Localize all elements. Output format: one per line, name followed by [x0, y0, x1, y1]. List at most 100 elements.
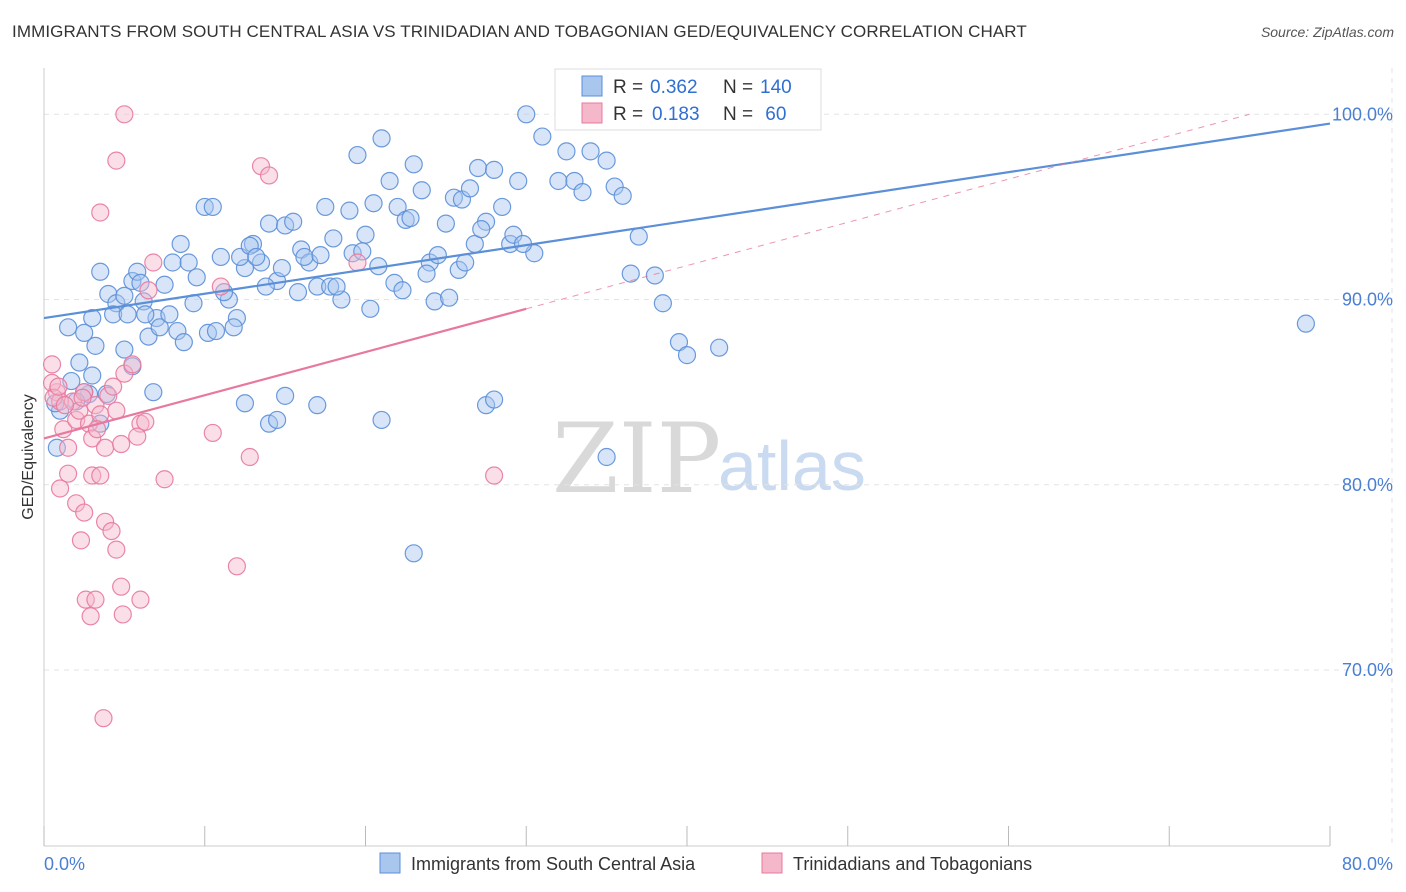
chart-source: Source: ZipAtlas.com [1260, 24, 1394, 40]
watermark-zip: ZIP [552, 403, 721, 515]
point-s0-11 [115, 286, 134, 305]
point-s0-38 [324, 229, 343, 248]
point-s1-50 [91, 203, 110, 222]
point-s0-81 [83, 366, 102, 385]
point-s1-49 [115, 105, 134, 124]
point-s0-58 [485, 160, 504, 179]
point-s0-61 [509, 171, 528, 191]
point-s1-37 [113, 605, 132, 624]
point-s0-65 [549, 171, 568, 191]
point-s0-70 [597, 151, 616, 170]
point-s0-113 [240, 236, 259, 255]
x-tick-label-0: 0.0% [44, 854, 85, 874]
point-s0-36 [308, 277, 327, 296]
point-s0-133 [456, 253, 475, 272]
point-s0-2 [83, 308, 102, 328]
point-s1-31 [107, 540, 126, 559]
point-s0-68 [573, 183, 592, 202]
point-s1-56 [73, 388, 92, 407]
point-s0-72 [613, 186, 632, 205]
point-s1-59 [136, 412, 155, 431]
point-s0-109 [206, 321, 226, 341]
series-legend-swatch-pink [761, 852, 783, 874]
point-s0-44 [372, 129, 391, 148]
point-s0-104 [160, 305, 179, 324]
point-s0-91 [276, 386, 295, 405]
point-s1-21 [139, 281, 158, 300]
point-s0-106 [174, 333, 193, 352]
y-tick-label-0: 100.0% [1332, 104, 1393, 124]
watermark-atlas: atlas [718, 427, 866, 505]
point-s1-26 [75, 503, 94, 522]
point-s0-139 [1296, 314, 1315, 333]
point-s0-5 [86, 336, 105, 355]
point-s0-45 [380, 171, 399, 191]
point-s0-55 [460, 179, 480, 198]
legend-n-value-1: 140 [760, 77, 792, 98]
point-s1-40 [203, 423, 222, 443]
point-s0-62 [517, 105, 536, 124]
point-s0-119 [311, 245, 330, 265]
point-s0-35 [300, 253, 319, 272]
point-s0-128 [401, 208, 420, 228]
point-s0-1 [75, 323, 94, 342]
watermark: ZIP atlas [552, 403, 866, 515]
point-s0-116 [272, 258, 292, 278]
point-s1-34 [76, 590, 95, 609]
point-s0-77 [677, 346, 697, 365]
point-s0-24 [211, 247, 230, 267]
point-s0-59 [493, 197, 512, 217]
stats-legend: R = 0.362 N = 140 R = 0.183 N = 60 [554, 68, 822, 131]
point-s0-103 [150, 318, 169, 337]
point-s1-53 [44, 388, 63, 407]
point-s0-102 [136, 305, 155, 324]
point-s0-129 [417, 264, 436, 283]
y-tick-label-1: 90.0% [1342, 290, 1393, 310]
point-s1-13 [95, 438, 115, 457]
point-s0-88 [235, 394, 255, 413]
point-s1-35 [81, 607, 100, 626]
point-s0-19 [171, 234, 190, 254]
point-s0-90 [267, 410, 287, 430]
x-tick-labels: 0.0% 80.0% [44, 854, 1393, 874]
point-s1-12 [91, 405, 110, 424]
point-s0-79 [115, 340, 134, 359]
point-s1-36 [86, 590, 105, 609]
point-s1-51 [94, 709, 113, 728]
point-s1-45 [259, 166, 279, 185]
legend-swatch-blue [581, 75, 603, 97]
point-s1-0 [42, 355, 62, 374]
point-s0-48 [404, 155, 423, 174]
legend-r-value-2: 0.183 [652, 104, 700, 125]
trend-lines [43, 113, 1331, 440]
point-s0-0 [59, 318, 78, 337]
chart-title: IMMIGRANTS FROM SOUTH CENTRAL ASIA VS TR… [12, 22, 1027, 41]
point-s0-96 [485, 390, 504, 409]
point-s0-121 [327, 277, 346, 296]
point-s0-75 [653, 294, 672, 313]
point-s1-4 [59, 438, 78, 457]
point-s0-74 [645, 266, 664, 285]
point-s1-30 [102, 521, 121, 541]
point-s1-19 [123, 355, 142, 374]
point-s0-87 [144, 383, 163, 402]
point-s0-76 [669, 333, 689, 352]
point-s0-20 [179, 253, 198, 272]
point-s0-46 [388, 197, 407, 217]
legend-r-label-2: R = [613, 104, 643, 125]
point-s0-124 [361, 299, 380, 318]
point-s0-21 [187, 268, 206, 287]
y-axis-label: GED/Equivalency [20, 394, 37, 519]
point-s0-52 [436, 214, 455, 233]
point-s0-99 [104, 305, 123, 324]
trend-extension-s1 [526, 113, 1250, 310]
point-s0-130 [425, 292, 444, 311]
point-s0-132 [449, 260, 468, 280]
point-s0-118 [295, 247, 314, 267]
point-s1-28 [91, 466, 110, 485]
point-s1-17 [112, 434, 131, 454]
point-s0-41 [348, 145, 367, 165]
y-tick-labels: 100.0% 90.0% 80.0% 70.0% [1332, 104, 1393, 680]
point-s0-33 [284, 212, 303, 231]
